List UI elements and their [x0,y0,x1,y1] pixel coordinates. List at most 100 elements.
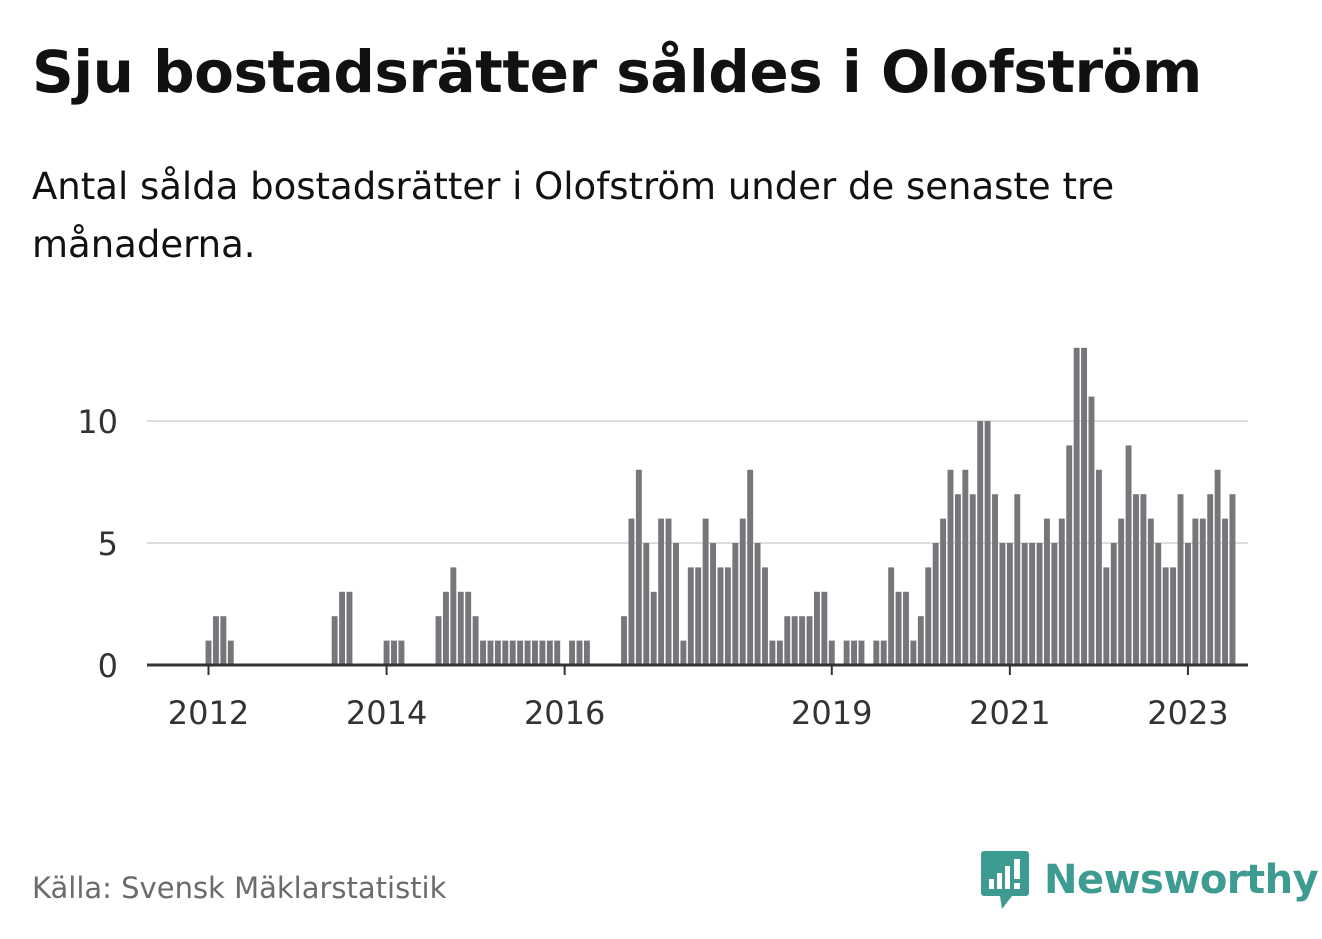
bar [1229,494,1236,665]
bar [910,640,917,665]
bar [220,616,227,665]
bar [806,616,813,665]
bar [480,640,486,665]
x-tick-label: 2016 [524,694,605,732]
source-credit: Källa: Svensk Mäklarstatistik [32,871,447,905]
bar [984,421,991,665]
bar [799,616,806,665]
bar [947,469,954,665]
bar [999,543,1006,665]
bar [576,640,583,665]
bar [628,518,635,665]
bar [762,567,768,665]
bar [680,640,687,665]
bar [769,640,776,665]
bar [776,640,783,665]
labels: 0 5 10 2012 2014 2016 2019 2021 2023 7 [77,0,1281,732]
bar [532,640,538,665]
bar [1029,543,1036,665]
bar [687,567,694,665]
bar [932,543,939,665]
bar [1125,445,1132,665]
bar [1088,396,1095,665]
bar [888,567,895,665]
bar [658,518,665,665]
bar [925,567,932,665]
bar [635,469,642,665]
bar [851,640,857,665]
page-title: Sju bostadsrätter såldes i Olofström [32,38,1202,106]
bar [702,518,709,665]
y-tick-label: 5 [98,525,118,563]
bar [1147,518,1154,665]
bar [457,591,464,665]
bar [502,640,509,665]
bar [1133,494,1139,665]
bar [940,518,947,665]
bar [450,567,457,665]
bar [442,591,449,665]
x-tick-label: 2019 [791,694,872,732]
bar [673,543,679,665]
y-tick-label: 10 [77,403,118,441]
bar [903,591,909,665]
bar [539,640,546,665]
bar [1081,347,1088,665]
x-tick-label: 2021 [969,694,1050,732]
bar [813,591,820,665]
bar [992,494,998,665]
bar [1095,469,1102,665]
bar [472,616,479,665]
brand-logo: Newsworthy [980,848,1319,912]
bar [821,591,828,665]
bar [554,640,561,665]
bar [917,616,924,665]
bar [858,640,865,665]
bar [1222,518,1228,665]
bar [739,518,746,665]
bar [331,616,338,665]
bar [494,640,501,665]
bar [873,640,880,665]
bar [1103,567,1110,665]
bar [1058,518,1065,665]
bar [1155,543,1162,665]
bar [717,567,724,665]
bar [1014,494,1021,665]
axes [147,663,1248,675]
bar [1214,469,1221,665]
bar [509,640,516,665]
bar [1110,543,1117,665]
bar [1170,567,1177,665]
bar [546,640,553,665]
bar [205,640,212,665]
bar [1118,518,1125,665]
bar [339,591,346,665]
bar [1162,567,1169,665]
bar [695,567,702,665]
bar [1044,518,1050,665]
bar [346,591,353,665]
bar [1207,494,1214,665]
bar [524,640,531,665]
newsworthy-logo-icon [981,851,1029,909]
bar [435,616,442,665]
bar [843,640,850,665]
highlight-value-label: 7 [1260,0,1282,9]
bar [1192,518,1199,665]
bar [969,494,976,665]
bar [227,640,234,665]
bar [784,616,791,665]
bar [962,469,969,665]
bar [569,640,576,665]
bar [1051,543,1058,665]
bar [643,543,650,665]
bar [1036,543,1043,665]
x-tick-label: 2023 [1147,694,1228,732]
bar [954,494,961,665]
bar [1006,543,1013,665]
bar [1177,494,1184,665]
bar [665,518,672,665]
bar [1140,494,1147,665]
bar [383,640,390,665]
